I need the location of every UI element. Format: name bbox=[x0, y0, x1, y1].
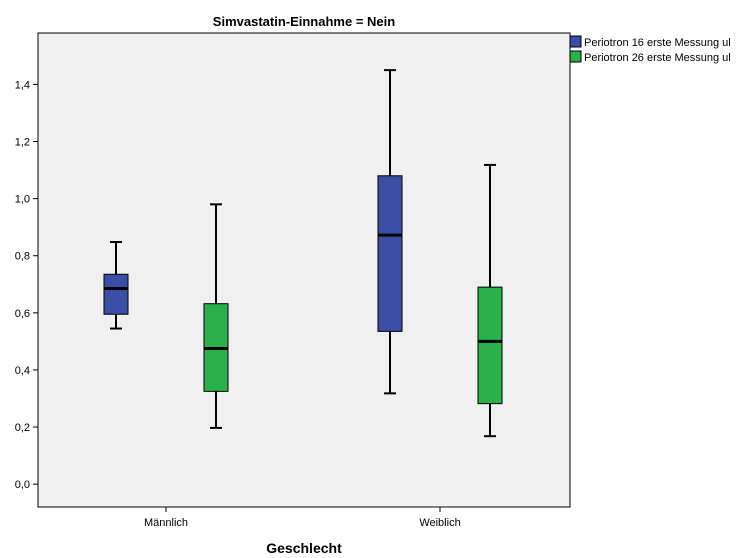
legend-swatch bbox=[569, 50, 582, 63]
box-1-1 bbox=[103, 241, 129, 330]
box-body bbox=[477, 286, 503, 405]
chart-title: Simvastatin-Einnahme = Nein bbox=[213, 14, 395, 29]
legend-label: Periotron 26 erste Messung ul bbox=[584, 52, 731, 64]
x-axis: Männlich Weiblich bbox=[144, 507, 461, 529]
x-tick-label: Weiblich bbox=[419, 517, 460, 529]
y-axis: 0,0 0,2 0,4 0,6 0,8 1,0 1,2 1,4 bbox=[15, 79, 38, 491]
box-2-2 bbox=[477, 163, 503, 438]
box-body bbox=[103, 273, 129, 315]
box-1-2 bbox=[377, 69, 403, 395]
y-tick-label: 1,2 bbox=[15, 137, 30, 149]
legend: Periotron 16 erste Messung ul Periotron 2… bbox=[569, 35, 731, 64]
legend-label: Periotron 16 erste Messung ul bbox=[584, 37, 731, 49]
legend-swatch bbox=[569, 35, 582, 48]
box-2-1 bbox=[203, 203, 229, 429]
box-body bbox=[377, 175, 403, 332]
y-tick-label: 0,2 bbox=[15, 422, 30, 434]
y-tick-label: 1,4 bbox=[15, 79, 30, 91]
y-tick-label: 0,0 bbox=[15, 479, 30, 491]
boxes-group bbox=[103, 69, 503, 438]
y-tick-label: 0,8 bbox=[15, 251, 30, 263]
x-tick-label: Männlich bbox=[144, 517, 188, 529]
x-axis-label: Geschlecht bbox=[266, 540, 342, 556]
y-tick-label: 1,0 bbox=[15, 194, 30, 206]
y-tick-label: 0,4 bbox=[15, 365, 30, 377]
plot-area bbox=[37, 32, 571, 508]
y-tick-label: 0,6 bbox=[15, 308, 30, 320]
